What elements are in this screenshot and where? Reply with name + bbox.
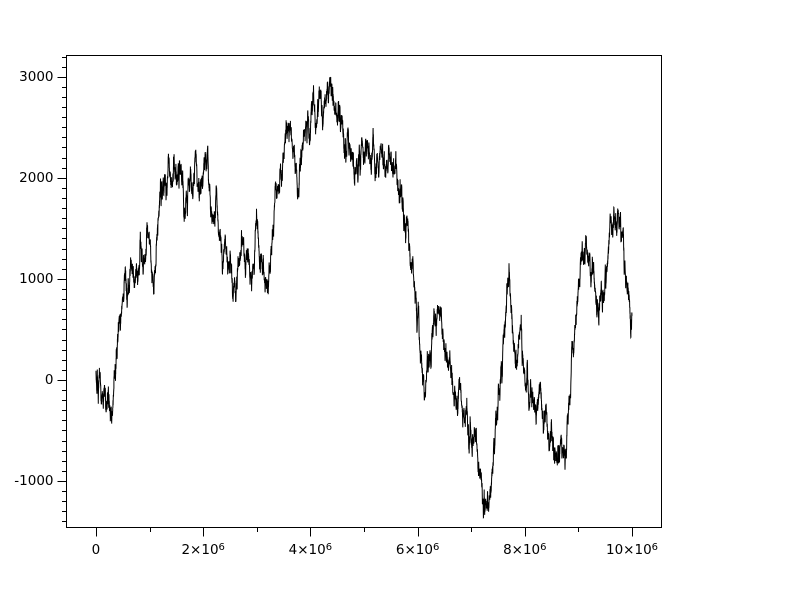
plot-box	[66, 55, 662, 528]
y-tick-label: 2000	[19, 169, 54, 186]
y-tick-label: -1000	[14, 473, 54, 489]
x-tick-label-base: 0	[91, 542, 101, 558]
x-tick-label-exponent: 6	[651, 541, 659, 553]
x-tick-label: 6×106	[396, 541, 439, 559]
series-random-walk	[95, 76, 633, 519]
x-tick-label-base: 10×10	[605, 542, 652, 558]
x-tick-label-base: 2×10	[181, 542, 219, 558]
x-tick-label: 8×106	[503, 541, 546, 559]
x-tick-label: 4×106	[289, 541, 332, 559]
x-tick-label-exponent: 6	[218, 541, 225, 553]
y-tick-label: 0	[44, 371, 54, 388]
x-tick-label-exponent: 6	[540, 541, 547, 553]
x-tick-label-exponent: 6	[325, 541, 333, 553]
x-tick-label: 0	[92, 541, 101, 559]
x-tick-label-base: 8×10	[503, 542, 541, 558]
y-tick-label: 1000	[19, 270, 54, 287]
x-tick-label-base: 4×10	[288, 542, 326, 558]
x-tick-label: 10×106	[606, 541, 658, 559]
x-tick-label: 2×106	[181, 541, 224, 559]
y-tick-label: 3000	[19, 68, 54, 85]
x-tick-label-exponent: 6	[432, 541, 440, 553]
x-tick-label-base: 6×10	[395, 542, 433, 558]
axes	[57, 55, 662, 537]
curve-group	[95, 76, 633, 519]
